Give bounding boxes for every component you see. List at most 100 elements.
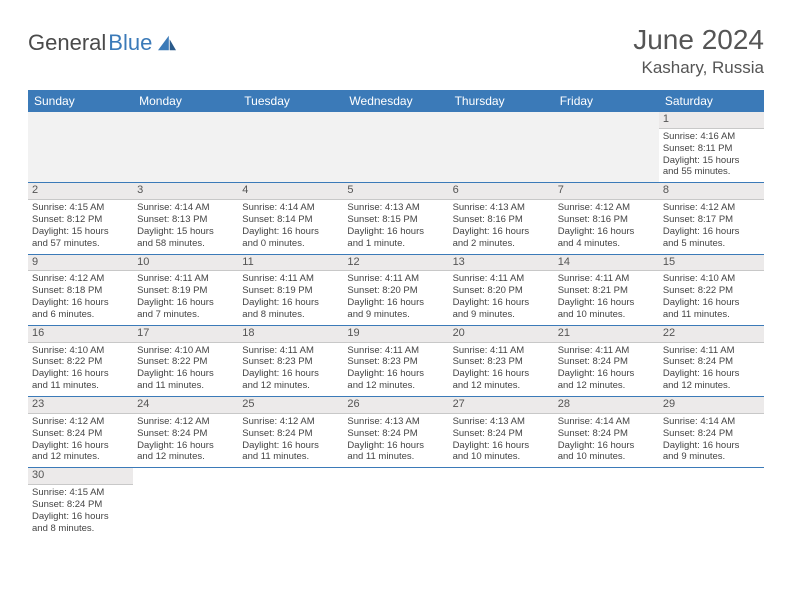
cell-daylight1: Daylight: 16 hours	[663, 226, 760, 238]
cell-daylight2: and 58 minutes.	[137, 238, 234, 250]
cell-daylight1: Daylight: 16 hours	[558, 297, 655, 309]
cell-sunrise: Sunrise: 4:11 AM	[347, 273, 444, 285]
page: GeneralBlue June 2024 Kashary, Russia Su…	[0, 0, 792, 563]
calendar-cell: 25Sunrise: 4:12 AMSunset: 8:24 PMDayligh…	[238, 397, 343, 468]
cell-sunrise: Sunrise: 4:14 AM	[558, 416, 655, 428]
cell-sunset: Sunset: 8:24 PM	[663, 356, 760, 368]
calendar-cell: 19Sunrise: 4:11 AMSunset: 8:23 PMDayligh…	[343, 325, 448, 396]
cell-sunrise: Sunrise: 4:11 AM	[347, 345, 444, 357]
day-number: 24	[133, 397, 238, 414]
cell-sunset: Sunset: 8:11 PM	[663, 143, 760, 155]
calendar-cell-blank	[133, 468, 238, 539]
cell-sunset: Sunset: 8:19 PM	[137, 285, 234, 297]
day-number: 21	[554, 326, 659, 343]
cell-sunset: Sunset: 8:24 PM	[558, 428, 655, 440]
cell-sunset: Sunset: 8:20 PM	[453, 285, 550, 297]
cell-daylight2: and 4 minutes.	[558, 238, 655, 250]
calendar-cell-blank	[554, 468, 659, 539]
cell-sunset: Sunset: 8:24 PM	[558, 356, 655, 368]
weekday-header: Wednesday	[343, 90, 448, 112]
cell-sunrise: Sunrise: 4:10 AM	[32, 345, 129, 357]
calendar-cell: 26Sunrise: 4:13 AMSunset: 8:24 PMDayligh…	[343, 397, 448, 468]
logo: GeneralBlue	[28, 30, 178, 56]
day-number: 8	[659, 183, 764, 200]
day-number: 16	[28, 326, 133, 343]
cell-daylight1: Daylight: 16 hours	[558, 440, 655, 452]
cell-daylight1: Daylight: 16 hours	[137, 297, 234, 309]
calendar-table: SundayMondayTuesdayWednesdayThursdayFrid…	[28, 90, 764, 539]
calendar-cell-blank	[449, 112, 554, 183]
day-number: 22	[659, 326, 764, 343]
calendar-row: 30Sunrise: 4:15 AMSunset: 8:24 PMDayligh…	[28, 468, 764, 539]
cell-daylight2: and 10 minutes.	[558, 309, 655, 321]
cell-sunset: Sunset: 8:18 PM	[32, 285, 129, 297]
cell-daylight2: and 11 minutes.	[347, 451, 444, 463]
cell-daylight2: and 9 minutes.	[453, 309, 550, 321]
day-number: 25	[238, 397, 343, 414]
calendar-cell: 12Sunrise: 4:11 AMSunset: 8:20 PMDayligh…	[343, 254, 448, 325]
cell-sunrise: Sunrise: 4:15 AM	[32, 202, 129, 214]
cell-sunset: Sunset: 8:23 PM	[453, 356, 550, 368]
cell-sunset: Sunset: 8:16 PM	[453, 214, 550, 226]
cell-daylight2: and 8 minutes.	[32, 523, 129, 535]
cell-sunset: Sunset: 8:24 PM	[32, 428, 129, 440]
cell-daylight1: Daylight: 16 hours	[663, 297, 760, 309]
cell-daylight1: Daylight: 16 hours	[242, 368, 339, 380]
calendar-cell: 4Sunrise: 4:14 AMSunset: 8:14 PMDaylight…	[238, 183, 343, 254]
logo-text-blue: Blue	[108, 30, 152, 56]
calendar-cell-blank	[238, 468, 343, 539]
cell-daylight1: Daylight: 16 hours	[347, 297, 444, 309]
cell-daylight2: and 9 minutes.	[663, 451, 760, 463]
cell-daylight2: and 57 minutes.	[32, 238, 129, 250]
cell-sunrise: Sunrise: 4:12 AM	[137, 416, 234, 428]
calendar-cell: 1Sunrise: 4:16 AMSunset: 8:11 PMDaylight…	[659, 112, 764, 183]
calendar-cell-blank	[238, 112, 343, 183]
cell-sunset: Sunset: 8:24 PM	[663, 428, 760, 440]
header: GeneralBlue June 2024 Kashary, Russia	[28, 24, 764, 78]
calendar-head: SundayMondayTuesdayWednesdayThursdayFrid…	[28, 90, 764, 112]
weekday-header: Saturday	[659, 90, 764, 112]
cell-daylight2: and 6 minutes.	[32, 309, 129, 321]
cell-daylight1: Daylight: 16 hours	[137, 440, 234, 452]
cell-sunrise: Sunrise: 4:14 AM	[242, 202, 339, 214]
cell-sunrise: Sunrise: 4:16 AM	[663, 131, 760, 143]
calendar-row: 16Sunrise: 4:10 AMSunset: 8:22 PMDayligh…	[28, 325, 764, 396]
cell-sunrise: Sunrise: 4:14 AM	[137, 202, 234, 214]
day-number: 3	[133, 183, 238, 200]
calendar-cell-blank	[28, 112, 133, 183]
cell-sunset: Sunset: 8:20 PM	[347, 285, 444, 297]
day-number: 7	[554, 183, 659, 200]
day-number: 27	[449, 397, 554, 414]
calendar-cell-blank	[133, 112, 238, 183]
calendar-cell: 24Sunrise: 4:12 AMSunset: 8:24 PMDayligh…	[133, 397, 238, 468]
calendar-cell-blank	[343, 468, 448, 539]
calendar-cell: 2Sunrise: 4:15 AMSunset: 8:12 PMDaylight…	[28, 183, 133, 254]
calendar-cell: 13Sunrise: 4:11 AMSunset: 8:20 PMDayligh…	[449, 254, 554, 325]
cell-daylight2: and 12 minutes.	[242, 380, 339, 392]
day-number: 2	[28, 183, 133, 200]
calendar-cell: 10Sunrise: 4:11 AMSunset: 8:19 PMDayligh…	[133, 254, 238, 325]
weekday-header: Thursday	[449, 90, 554, 112]
cell-daylight1: Daylight: 16 hours	[558, 368, 655, 380]
cell-sunset: Sunset: 8:24 PM	[347, 428, 444, 440]
cell-daylight1: Daylight: 16 hours	[453, 440, 550, 452]
cell-sunrise: Sunrise: 4:11 AM	[663, 345, 760, 357]
cell-sunrise: Sunrise: 4:11 AM	[242, 345, 339, 357]
cell-daylight1: Daylight: 16 hours	[242, 440, 339, 452]
cell-sunrise: Sunrise: 4:11 AM	[242, 273, 339, 285]
cell-daylight1: Daylight: 16 hours	[137, 368, 234, 380]
sail-icon	[156, 34, 178, 52]
day-number: 18	[238, 326, 343, 343]
calendar-cell: 27Sunrise: 4:13 AMSunset: 8:24 PMDayligh…	[449, 397, 554, 468]
calendar-cell: 23Sunrise: 4:12 AMSunset: 8:24 PMDayligh…	[28, 397, 133, 468]
cell-daylight2: and 12 minutes.	[663, 380, 760, 392]
calendar-cell-blank	[659, 468, 764, 539]
cell-daylight1: Daylight: 16 hours	[663, 440, 760, 452]
cell-sunrise: Sunrise: 4:12 AM	[32, 416, 129, 428]
calendar-cell: 14Sunrise: 4:11 AMSunset: 8:21 PMDayligh…	[554, 254, 659, 325]
cell-daylight2: and 12 minutes.	[347, 380, 444, 392]
day-number: 13	[449, 255, 554, 272]
cell-sunrise: Sunrise: 4:10 AM	[137, 345, 234, 357]
day-number: 6	[449, 183, 554, 200]
cell-daylight2: and 10 minutes.	[453, 451, 550, 463]
